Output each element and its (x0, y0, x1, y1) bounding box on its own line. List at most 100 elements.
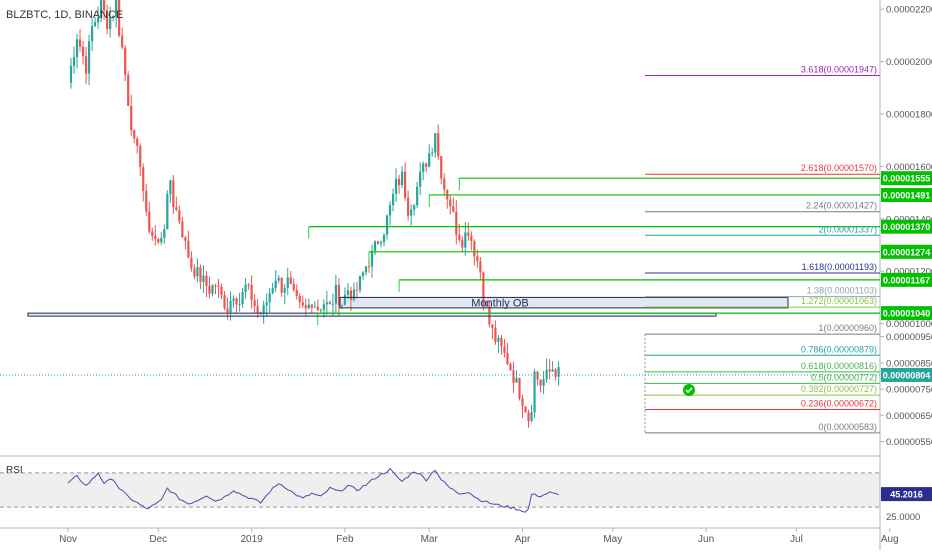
candle-body (557, 367, 560, 377)
candle-body (419, 171, 422, 187)
candle-body (112, 15, 115, 18)
candle-body (364, 266, 368, 273)
candle-body (220, 286, 223, 296)
time-tick-label: 2019 (240, 534, 263, 545)
candle-body (530, 412, 533, 422)
price-tick-label: 0.00000750 (886, 385, 932, 396)
candle-body (250, 285, 253, 301)
candle-body (238, 304, 241, 306)
rsi-label: RSI (6, 465, 23, 476)
time-tick-label: Mar (421, 534, 439, 545)
level-price-tag (881, 306, 932, 321)
candle-body (298, 295, 301, 303)
candle-body (434, 133, 437, 153)
candle-body (428, 153, 431, 167)
candle-body (410, 209, 413, 216)
candle-body (322, 304, 325, 310)
candle-body (355, 289, 359, 291)
monthly-ob-box (339, 296, 789, 309)
candle-body (154, 235, 157, 239)
candle-body (334, 284, 337, 304)
candle-body (425, 163, 428, 167)
candle-body (509, 363, 512, 371)
candle-body (271, 288, 274, 294)
level-price-label: 0.00001167 (883, 275, 930, 285)
time-tick-label: Feb (336, 534, 354, 545)
time-tick-label: Jun (698, 534, 714, 545)
fib-label: 2.618(0.00001570) (801, 163, 877, 173)
rsi-line (67, 467, 559, 513)
horizontal-levels: 0.00001555 0.00001491 0.00001370 0.00001274… (308, 171, 932, 326)
candle-body (542, 379, 545, 386)
candle-body (277, 277, 280, 281)
candle-body (455, 211, 458, 235)
candle-body (169, 180, 172, 195)
candle-body (367, 266, 371, 268)
level-price-tag (881, 244, 932, 259)
price-tick-label: 0.00000850 (886, 358, 932, 369)
time-tick-label: Apr (515, 534, 531, 545)
candle-body (90, 26, 94, 42)
candle-body (160, 237, 163, 243)
current-price-label: 0.00000804 (883, 370, 931, 380)
current-price-tag (881, 367, 932, 382)
candle-body (437, 133, 440, 157)
candle-body (72, 57, 76, 66)
candle-body (349, 290, 353, 300)
fib-label: 3.618(0.00001947) (801, 64, 877, 74)
candle-body (286, 277, 289, 288)
candle-body (190, 257, 193, 269)
candle-body (340, 304, 344, 306)
candle-body (325, 302, 328, 305)
fib-label: 1.38(0.00001103) (807, 286, 877, 296)
candle-body (440, 156, 443, 179)
candle-body (148, 211, 151, 232)
candle-body (346, 290, 350, 295)
candle-body (313, 306, 316, 308)
fib-label: 1.618(0.00001193) (802, 262, 877, 272)
candle-body (485, 305, 488, 307)
candle-body (373, 241, 377, 251)
candle-body (452, 206, 455, 212)
candle-body (458, 234, 461, 240)
candle-body (539, 379, 542, 386)
candle-body (385, 215, 389, 235)
candle-body (527, 412, 530, 422)
candle-body (431, 152, 434, 154)
candle-body (518, 377, 521, 399)
level-price-label: 0.00001370 (883, 222, 931, 232)
candle-body (536, 371, 539, 380)
candle-body (533, 371, 536, 413)
symbol-title: BLZBTC, 1D, BINANCE (6, 9, 124, 21)
candle-body (145, 190, 148, 212)
rsi-value-tag (881, 487, 932, 502)
candle-body (301, 302, 304, 306)
candle-body (262, 305, 265, 313)
candle-body (109, 17, 112, 29)
candle-body (292, 283, 295, 291)
candle-body (253, 300, 256, 307)
fib-label: 0.5(0.00000772) (811, 372, 877, 382)
candle-body (84, 56, 88, 74)
candle-body (142, 167, 145, 191)
candle-body (196, 267, 199, 277)
candle-body (352, 289, 356, 300)
price-tick-label: 0.00002000 (886, 57, 932, 68)
candle-body (232, 298, 235, 301)
candle-body (476, 256, 479, 262)
fibonacci-levels: 3.618(0.00001947) 2.618(0.00001570) 2.24(0… (644, 64, 880, 434)
price-tick-label: 0.00002200 (886, 5, 932, 16)
candle-body (103, 0, 106, 11)
candle-body (464, 232, 467, 248)
candle-body (343, 294, 347, 305)
candle-body (416, 186, 419, 206)
candle-body (521, 398, 524, 407)
candle-body (202, 275, 205, 282)
candle-body (226, 308, 229, 313)
candle-body (87, 41, 91, 74)
candle-body (199, 267, 202, 282)
candle-body (187, 240, 190, 258)
candle-body (331, 303, 334, 305)
